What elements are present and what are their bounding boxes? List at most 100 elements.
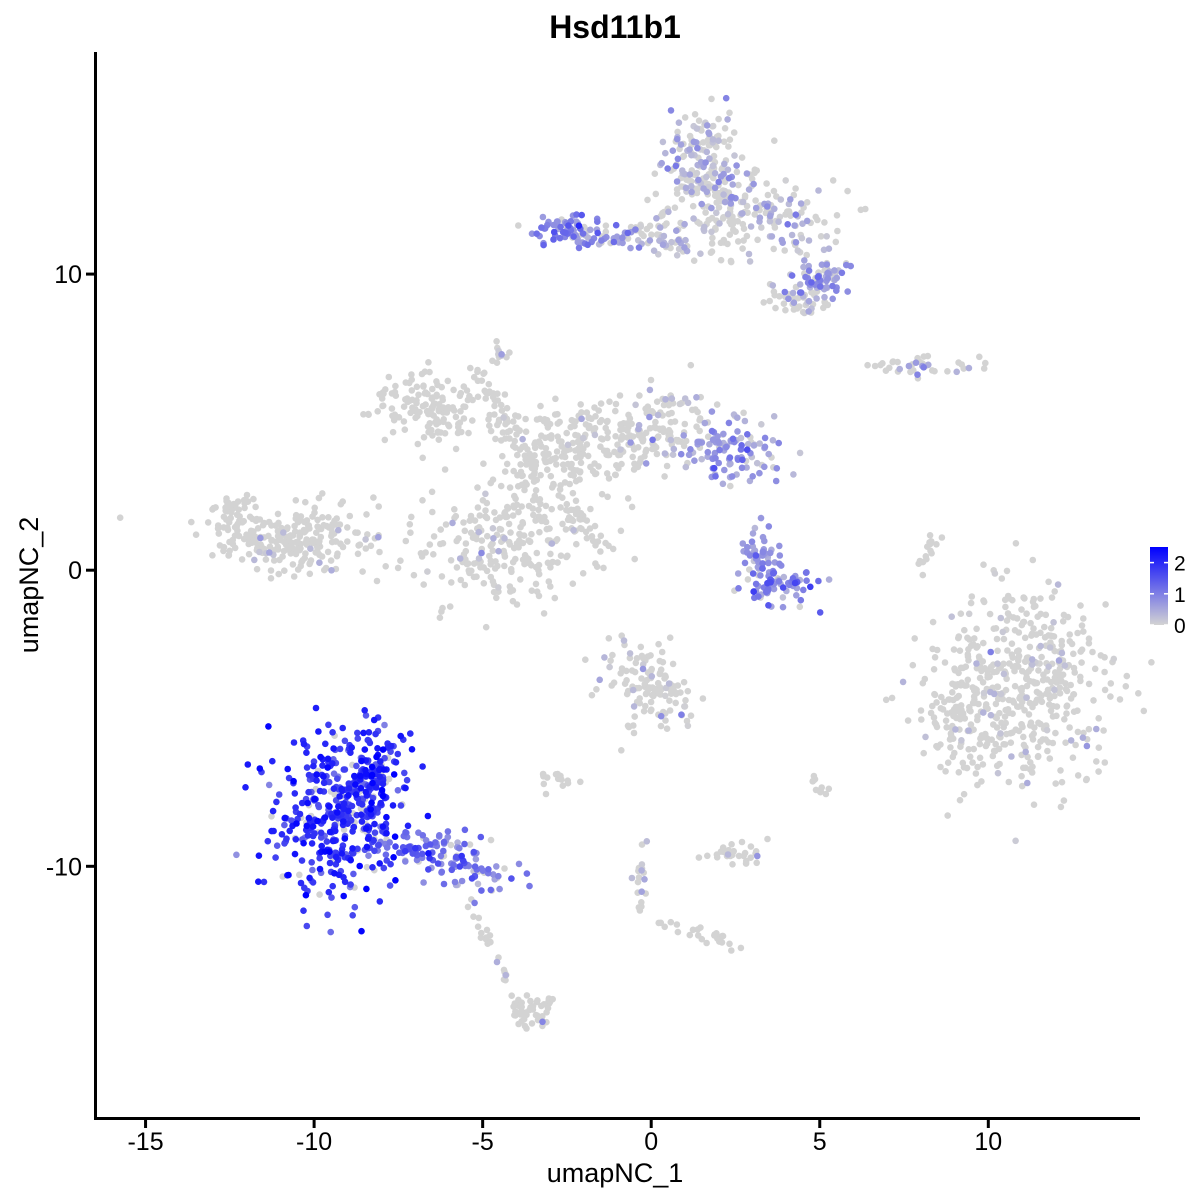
data-point [961, 626, 968, 634]
data-point [1044, 676, 1051, 683]
data-point [404, 822, 412, 830]
data-point [1001, 596, 1009, 604]
data-point [448, 866, 456, 874]
data-point [779, 584, 787, 591]
data-point [437, 540, 444, 548]
data-point [687, 446, 694, 453]
data-point [1050, 633, 1058, 640]
data-point [392, 877, 399, 884]
data-point [743, 232, 751, 240]
data-point [332, 827, 339, 835]
data-point [711, 184, 719, 192]
data-point [662, 149, 669, 157]
data-point [340, 892, 348, 900]
data-point [951, 681, 959, 688]
data-point [524, 446, 531, 453]
data-point [977, 735, 984, 742]
data-point [300, 907, 307, 914]
data-point [320, 779, 328, 787]
data-point [919, 571, 927, 579]
data-point [368, 799, 375, 807]
data-point [944, 759, 952, 766]
data-point [1037, 595, 1044, 602]
data-point [596, 676, 603, 684]
data-point [396, 849, 403, 856]
data-point [516, 427, 523, 435]
data-point [805, 308, 812, 315]
data-point [379, 402, 386, 410]
data-point [401, 847, 409, 855]
data-point [1043, 726, 1051, 734]
data-point [672, 436, 680, 444]
data-point [955, 634, 962, 642]
data-point [188, 518, 195, 526]
data-point [442, 521, 450, 528]
data-point [1059, 618, 1067, 625]
data-point [798, 234, 806, 242]
data-point [306, 559, 314, 567]
data-point [937, 763, 944, 771]
data-point [612, 407, 619, 415]
data-point [309, 832, 317, 840]
data-point [1078, 622, 1086, 629]
data-point [461, 826, 469, 834]
data-point [514, 451, 521, 459]
data-point [298, 799, 306, 807]
data-point [638, 867, 645, 874]
data-point [1033, 631, 1040, 638]
y-tick-label: 0 [68, 557, 82, 585]
data-point [928, 550, 935, 557]
data-point [329, 837, 337, 845]
data-point [1085, 680, 1093, 688]
data-point [775, 439, 782, 447]
data-point [623, 677, 630, 684]
data-point [397, 732, 405, 740]
data-point [265, 532, 272, 540]
data-point [364, 835, 372, 842]
data-point [281, 567, 288, 574]
data-point [533, 416, 541, 423]
data-point [649, 445, 656, 453]
data-point [433, 416, 441, 423]
data-point [809, 778, 816, 785]
data-point [530, 496, 537, 504]
data-point [506, 583, 514, 590]
data-point [234, 498, 242, 505]
data-point [477, 934, 485, 941]
data-point [344, 524, 351, 531]
data-point [629, 686, 637, 694]
data-point [389, 802, 397, 809]
data-point [965, 727, 972, 734]
data-point [539, 1018, 546, 1026]
data-point [440, 880, 448, 888]
data-point [980, 597, 987, 604]
data-point [761, 463, 768, 471]
data-point [990, 668, 998, 676]
data-point [256, 765, 264, 772]
data-point [694, 408, 701, 416]
data-point [758, 224, 765, 231]
data-point [510, 442, 517, 450]
data-point [982, 359, 989, 367]
data-point [978, 778, 985, 785]
x-axis-title: umapNC_1 [547, 1158, 684, 1188]
data-point [513, 601, 521, 608]
data-point [316, 865, 324, 873]
data-point [638, 841, 646, 848]
data-point [823, 233, 830, 240]
data-point [352, 781, 359, 788]
data-point [691, 457, 698, 465]
data-point [229, 536, 236, 544]
data-point [392, 382, 399, 390]
data-point [1030, 625, 1037, 632]
y-axis-title: umapNC_2 [14, 517, 44, 654]
data-point [447, 557, 455, 564]
data-point [769, 282, 777, 289]
data-point [252, 503, 259, 511]
data-point [402, 784, 409, 792]
data-point [713, 401, 721, 408]
data-point [370, 716, 378, 724]
data-point [966, 753, 974, 760]
data-point [805, 267, 813, 275]
data-point [284, 765, 292, 773]
